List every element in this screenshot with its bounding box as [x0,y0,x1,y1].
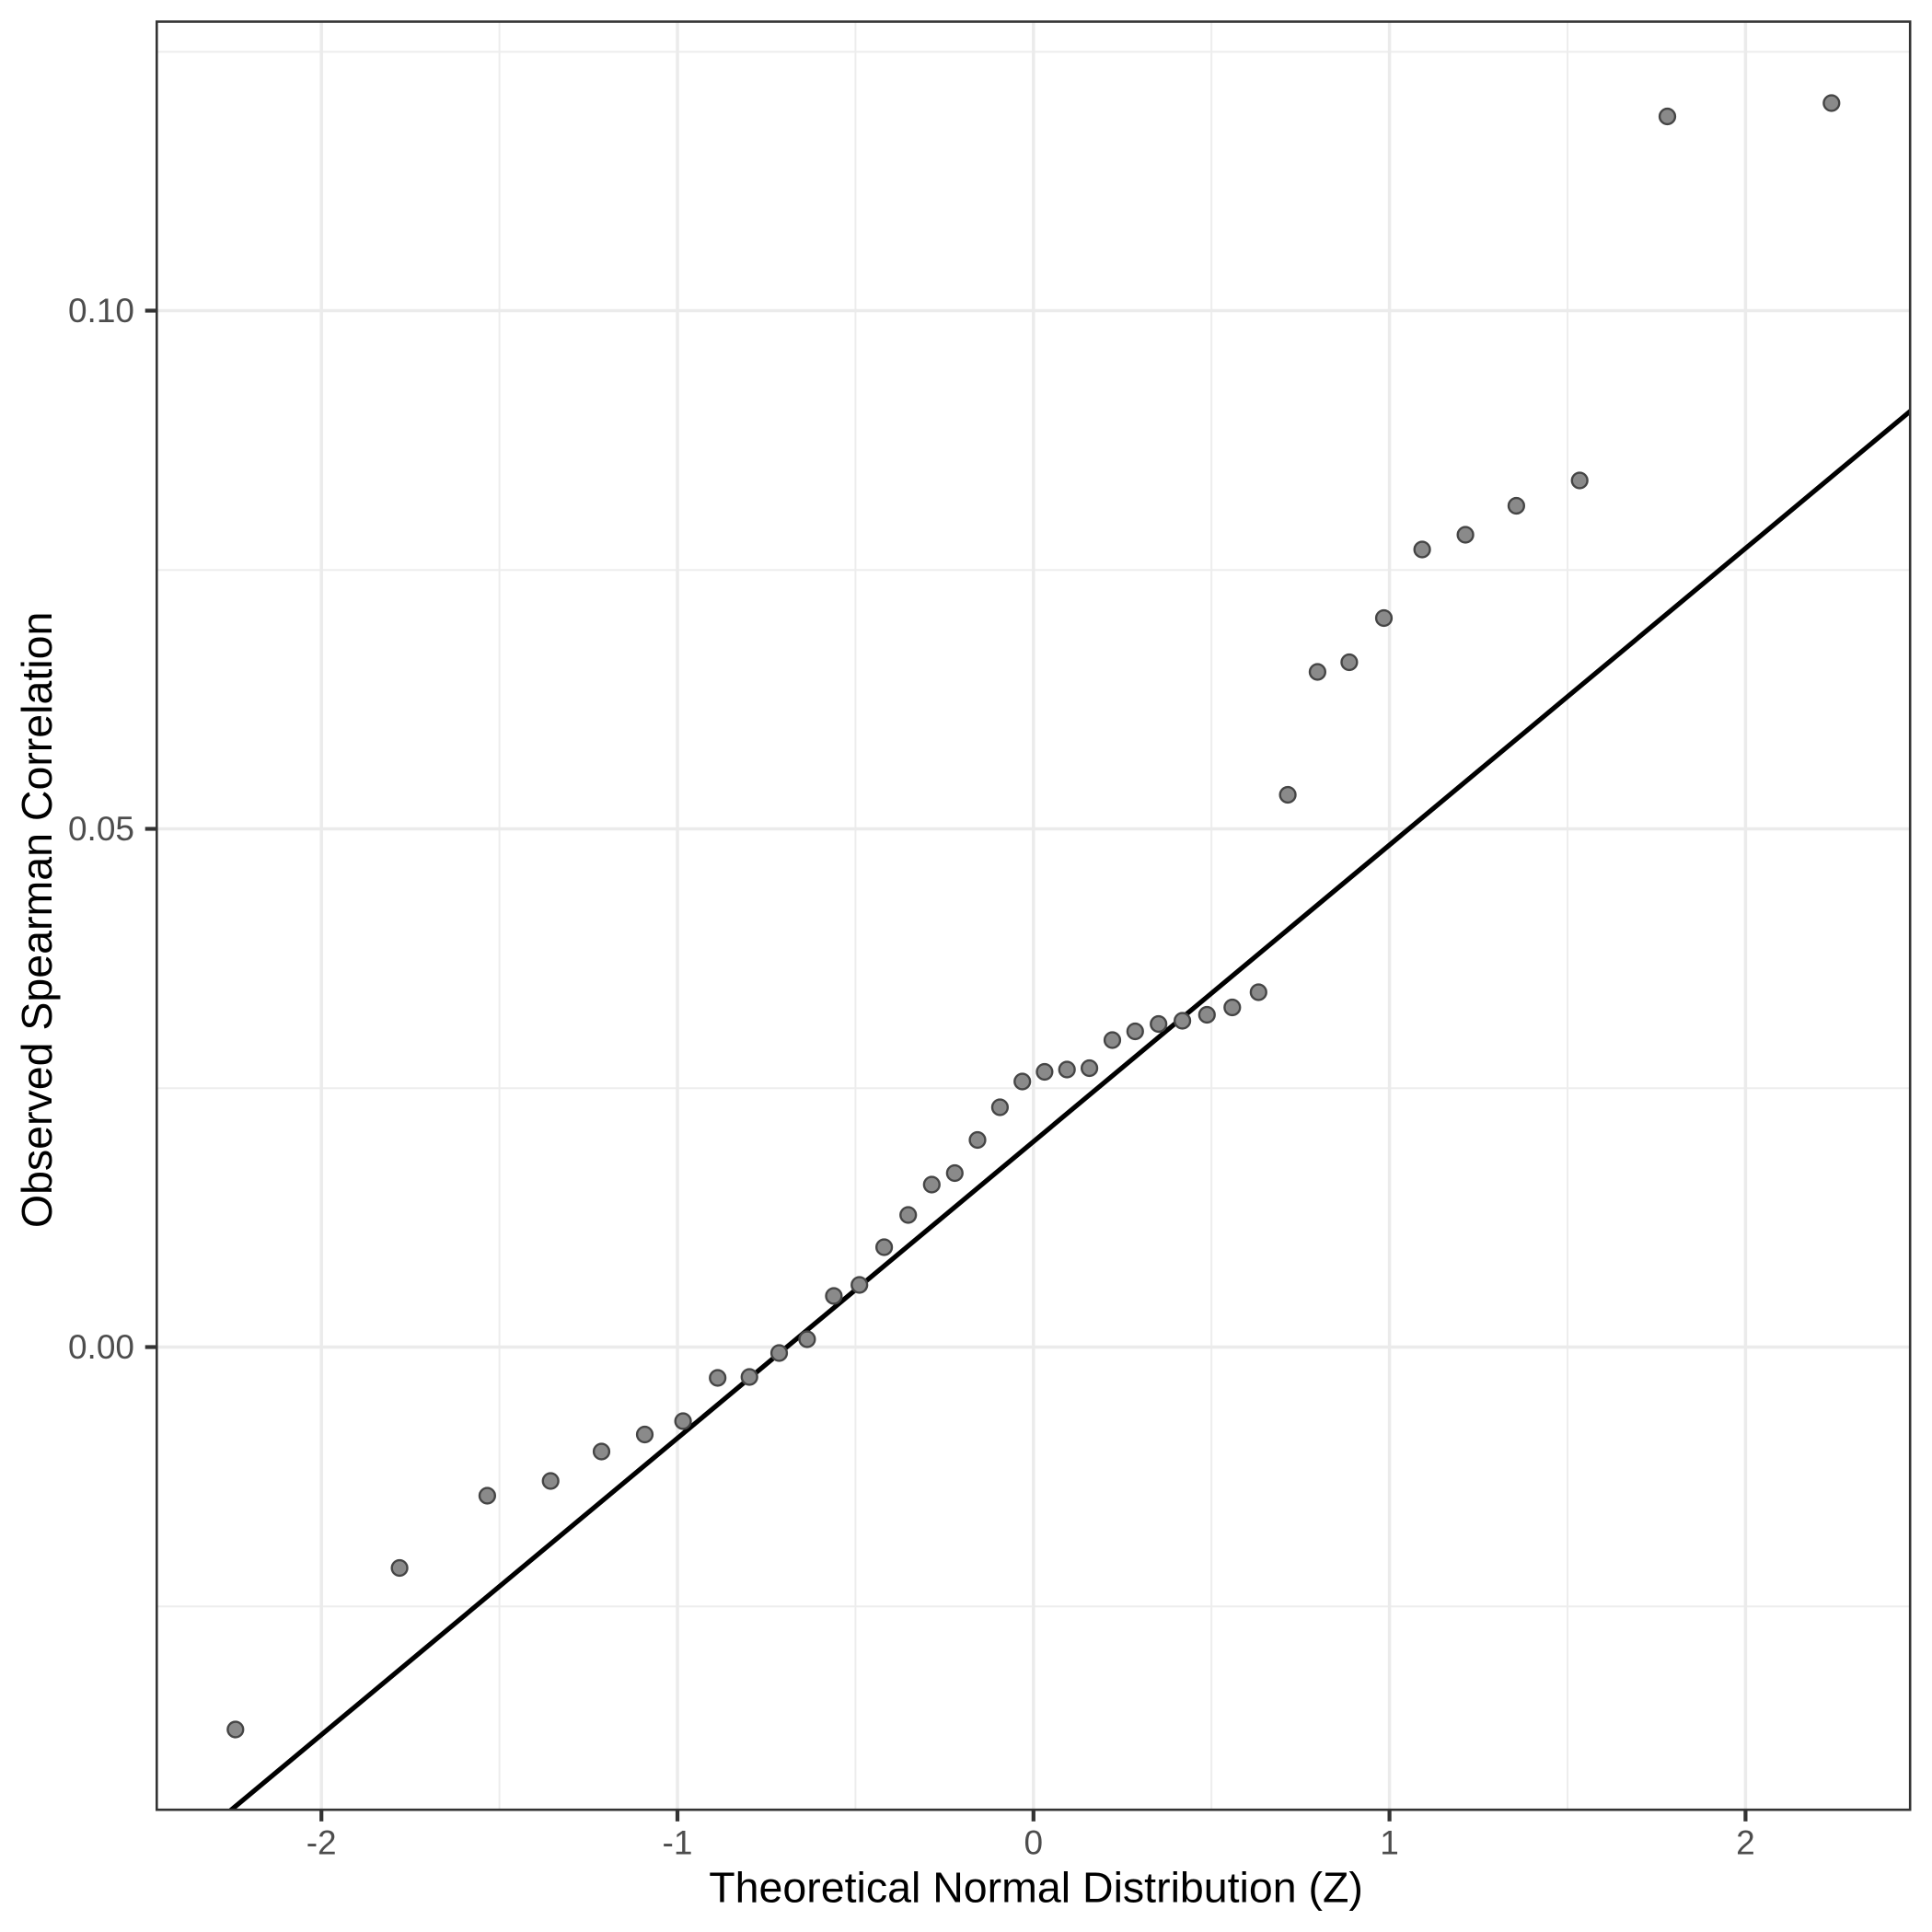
svg-text:Observed Spearman Correlation: Observed Spearman Correlation [13,612,61,1228]
svg-text:0.05: 0.05 [68,810,134,848]
svg-text:0.00: 0.00 [68,1328,134,1366]
svg-text:-1: -1 [663,1824,693,1862]
svg-text:Theoretical Normal Distributio: Theoretical Normal Distribution (Z) [709,1864,1363,1912]
svg-text:0: 0 [1024,1824,1044,1862]
svg-text:1: 1 [1380,1824,1399,1862]
svg-text:0.10: 0.10 [68,292,134,330]
svg-text:-2: -2 [307,1824,337,1862]
svg-text:2: 2 [1736,1824,1755,1862]
